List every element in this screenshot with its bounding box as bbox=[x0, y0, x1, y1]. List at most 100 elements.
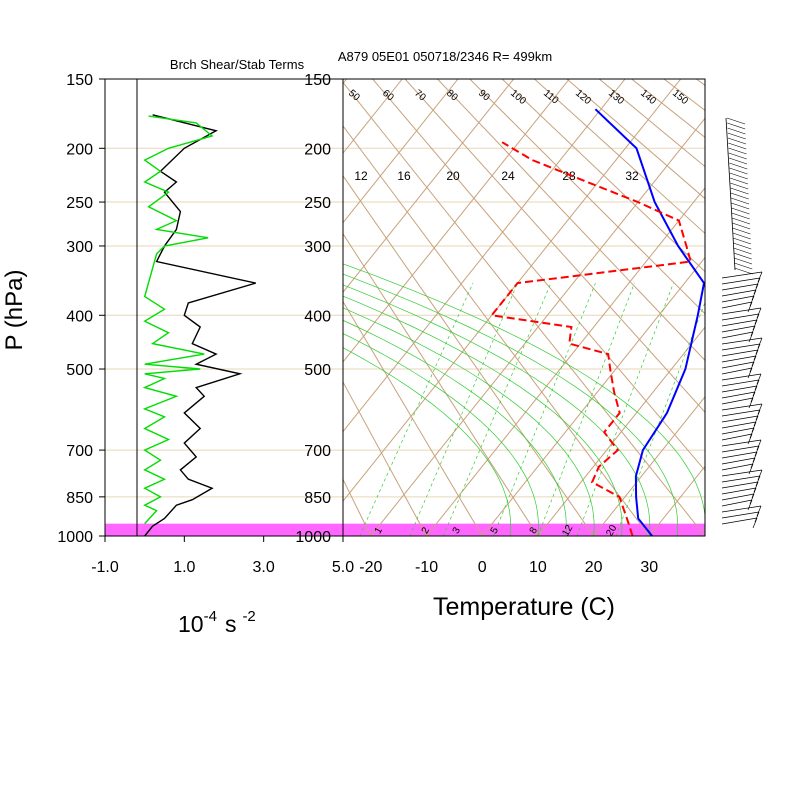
isotherm bbox=[343, 79, 515, 294]
isotherm bbox=[761, 79, 800, 536]
wind-barb-flag bbox=[754, 313, 760, 325]
wind-barb bbox=[729, 172, 748, 180]
dry-adiabat bbox=[343, 478, 372, 536]
dry-adiabat bbox=[663, 79, 705, 111]
wind-barb bbox=[721, 361, 755, 369]
right-y-tick-label: 1000 bbox=[295, 529, 331, 546]
left-x-tick-label: 1.0 bbox=[173, 559, 195, 576]
sounding-series bbox=[489, 108, 705, 536]
wind-barb bbox=[727, 127, 746, 135]
wind-barb bbox=[721, 277, 761, 285]
left-y-tick-label: 250 bbox=[66, 195, 93, 212]
wind-barb-flag bbox=[748, 331, 754, 343]
mixing-ratio-line bbox=[409, 282, 518, 536]
wind-barb-flag bbox=[749, 493, 755, 505]
wind-barb-flag bbox=[751, 289, 757, 301]
moist-adiabat-label: 32 bbox=[625, 169, 639, 183]
isotherm bbox=[343, 79, 682, 502]
wind-barb bbox=[721, 433, 753, 441]
wind-barb-flag bbox=[756, 439, 762, 451]
left-y-tick-label: 300 bbox=[66, 239, 93, 256]
wind-barb-flag bbox=[757, 403, 763, 415]
left-x-axis-label: 10-4 s -2 bbox=[178, 608, 256, 637]
wind-barb-flag bbox=[751, 355, 757, 367]
wind-barb bbox=[734, 267, 753, 275]
left-y-tick-label: 700 bbox=[66, 443, 93, 460]
isotherm bbox=[0, 79, 235, 536]
wind-barb bbox=[721, 319, 758, 327]
left-panel-title: Brch Shear/Stab Terms bbox=[170, 57, 305, 72]
right-x-tick-label: 20 bbox=[585, 559, 603, 576]
moist-adiabat bbox=[343, 295, 623, 536]
mixing-ratio-label: 3 bbox=[451, 525, 464, 536]
wind-barb bbox=[728, 142, 747, 150]
wind-barb bbox=[721, 355, 757, 363]
dry-adiabat bbox=[114, 79, 315, 536]
wind-barb bbox=[731, 212, 750, 220]
wind-barb-flag bbox=[755, 343, 761, 355]
wind-barb-flag bbox=[753, 283, 759, 295]
wind-barb-flag bbox=[748, 397, 754, 409]
dry-adiabat bbox=[343, 175, 595, 536]
xlabel-exponent: -4 bbox=[204, 608, 217, 625]
wind-barb-flag bbox=[747, 367, 753, 379]
right-y-tick-label: 200 bbox=[304, 141, 331, 158]
right-y-ticks: 150 200 250 300 400 500 700 850 1000 bbox=[295, 72, 331, 546]
temperature-profile bbox=[594, 108, 705, 536]
dry-adiabat-label: 90 bbox=[476, 88, 492, 104]
wind-barb bbox=[728, 147, 747, 155]
wind-barb-flag bbox=[749, 427, 755, 439]
wind-barb-flag bbox=[751, 421, 757, 433]
xlabel-base: 10 bbox=[178, 611, 204, 637]
dry-adiabat bbox=[343, 125, 650, 536]
wind-barb-flag bbox=[750, 325, 756, 337]
moist-adiabat-label: 28 bbox=[562, 169, 576, 183]
skew-t-background-lines bbox=[0, 79, 800, 536]
wind-barb bbox=[721, 325, 756, 333]
mixing-ratio-label: 1 bbox=[373, 525, 386, 536]
wind-barb bbox=[721, 439, 762, 447]
wind-barb bbox=[730, 197, 750, 205]
wind-barb bbox=[721, 349, 759, 357]
moist-adiabat bbox=[343, 319, 567, 536]
isotherm bbox=[343, 79, 459, 224]
mixing-ratio-label: 2 bbox=[420, 525, 433, 536]
moist-adiabat-label: 20 bbox=[446, 169, 460, 183]
wind-barb-flag bbox=[756, 373, 762, 385]
wind-barb bbox=[733, 257, 753, 265]
wind-barb bbox=[721, 403, 763, 411]
mixing-ratio-label: 8 bbox=[528, 525, 541, 536]
wind-barb bbox=[721, 493, 755, 501]
shear-stability-panel: 150 200 250 300 400 500 700 850 1000 -1.0 1.0 3.0 5… bbox=[1, 72, 354, 637]
dry-adiabat bbox=[501, 79, 705, 273]
dry-adiabat-label: 120 bbox=[573, 88, 593, 107]
dry-adiabat bbox=[631, 79, 705, 138]
dry-adiabat bbox=[404, 79, 705, 414]
right-y-tick-label: 250 bbox=[304, 195, 331, 212]
dry-adiabat bbox=[793, 79, 800, 536]
right-x-axis-label: Temperature (C) bbox=[433, 593, 615, 621]
wind-barb bbox=[726, 117, 746, 125]
wind-barb-flag bbox=[756, 307, 762, 319]
moist-adiabat bbox=[343, 273, 679, 536]
wind-barb bbox=[721, 487, 757, 495]
right-y-tick-label: 150 bbox=[304, 72, 331, 89]
left-y-tick-label: 1000 bbox=[57, 529, 93, 546]
wind-barb-flag bbox=[747, 499, 753, 511]
dry-adiabat bbox=[534, 79, 705, 235]
isotherm bbox=[593, 395, 705, 536]
left-y-tick-label: 850 bbox=[66, 490, 93, 507]
isobars bbox=[343, 147, 705, 498]
wind-barb bbox=[721, 271, 763, 279]
wind-barb bbox=[721, 379, 760, 387]
dry-adiabat bbox=[343, 232, 539, 536]
wind-barb-flag bbox=[749, 295, 755, 307]
wind-barb bbox=[730, 187, 749, 195]
right-x-ticks: -20 -10 0 10 20 30 bbox=[359, 559, 658, 576]
right-x-tick-label: -10 bbox=[415, 559, 438, 576]
highlight-band bbox=[105, 523, 343, 536]
wind-barb-flag bbox=[747, 301, 753, 313]
left-y-tick-label: 150 bbox=[66, 72, 93, 89]
wind-barb bbox=[728, 157, 748, 165]
